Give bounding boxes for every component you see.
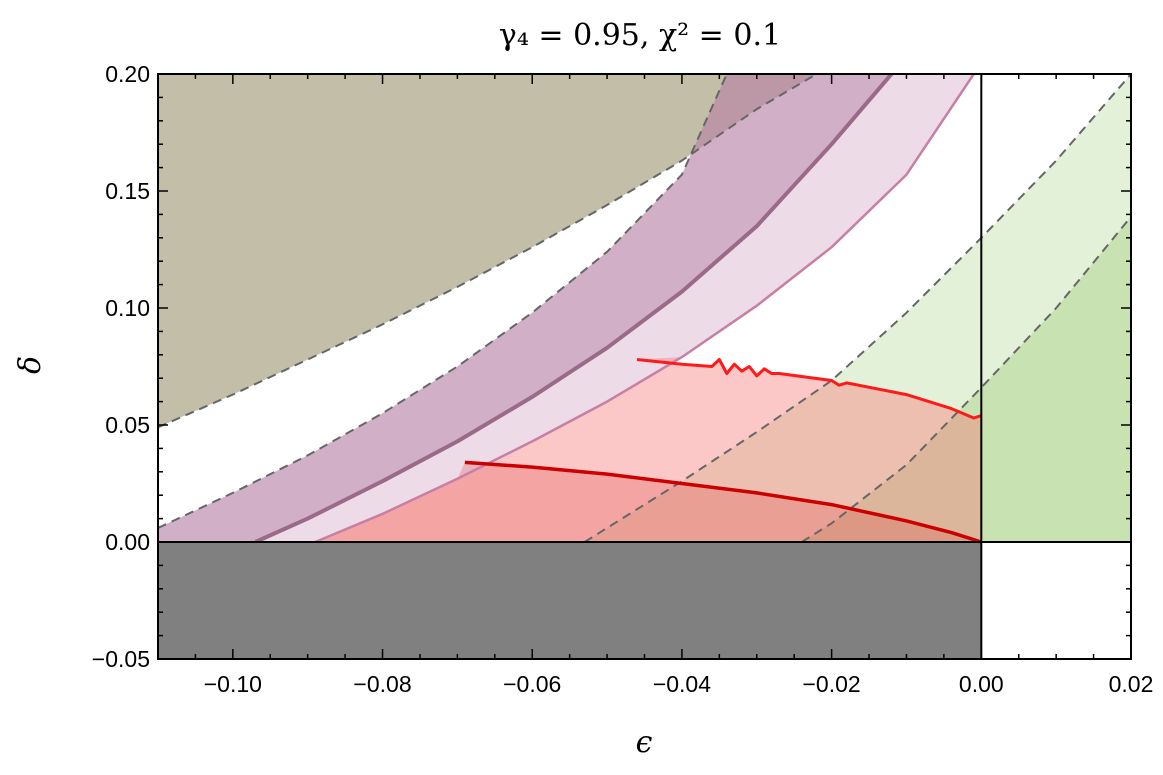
- y-tick-label: 0.05: [105, 412, 150, 438]
- x-tick-label: −0.08: [353, 671, 411, 697]
- region-green: [801, 216, 1131, 542]
- curve-pink-line: [314, 74, 975, 544]
- tick-layer: −0.10 −0.08 −0.06 −0.04 −0.02 0.00 0.02 −0.05 0.…: [92, 61, 1154, 697]
- x-tick-label: −0.04: [653, 671, 711, 697]
- curve-red-light-line: [636, 358, 982, 420]
- curve-purple-line: [254, 74, 894, 544]
- curve-layer: [158, 74, 1131, 544]
- y-tick-label: 0.20: [105, 61, 150, 87]
- x-tick-label: −0.06: [503, 671, 561, 697]
- curve-red-dark-line: [464, 460, 982, 544]
- x-tick-label: −0.10: [204, 671, 262, 697]
- region-olive: [158, 74, 817, 428]
- region-purple-band: [158, 74, 892, 542]
- curve-dashed-green: [801, 216, 1131, 543]
- y-tick-label: −0.05: [92, 646, 150, 672]
- region-layer: [158, 74, 1131, 659]
- curve-dashed-pink: [158, 74, 728, 529]
- x-tick-label: −0.02: [803, 671, 861, 697]
- y-axis-label: δ: [13, 356, 48, 374]
- region-red-light: [315, 357, 982, 542]
- region-negative-delta: [158, 542, 982, 659]
- region-light-green: [584, 74, 1131, 542]
- y-tick-label: 0.10: [105, 295, 150, 321]
- curve-dashed-light-green: [584, 74, 1131, 543]
- x-tick-label: 0.02: [1109, 671, 1154, 697]
- curve-dashed-olive: [158, 74, 818, 429]
- chart-title: γ₄ = 0.95, χ² = 0.1: [499, 18, 781, 53]
- y-tick-label: 0.15: [105, 178, 150, 204]
- x-axis-label: ϵ: [636, 725, 653, 760]
- x-tick-label: 0.00: [959, 671, 1004, 697]
- y-tick-label: 0.00: [105, 529, 150, 555]
- reference-lines: [158, 74, 1131, 659]
